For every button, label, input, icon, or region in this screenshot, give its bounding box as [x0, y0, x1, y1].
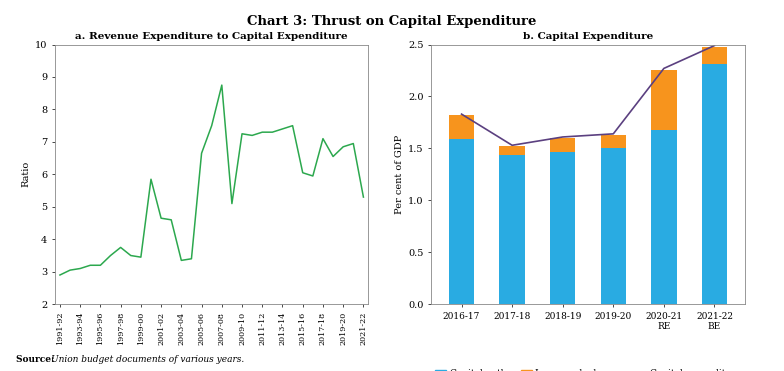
Line: Capital expenditure: Capital expenditure: [462, 46, 714, 145]
Text: Union budget documents of various years.: Union budget documents of various years.: [51, 355, 244, 364]
Title: b. Capital Expenditure: b. Capital Expenditure: [523, 32, 653, 41]
Title: a. Revenue Expenditure to Capital Expenditure: a. Revenue Expenditure to Capital Expend…: [75, 32, 348, 41]
Capital expenditure: [659, 66, 669, 70]
Bar: [499, 155, 524, 304]
Bar: [449, 139, 474, 304]
Bar: [702, 47, 727, 64]
Capital expenditure: [608, 132, 618, 136]
Bar: [652, 130, 677, 304]
Capital expenditure: [507, 143, 517, 148]
Capital expenditure: [457, 112, 466, 116]
Bar: [702, 64, 727, 304]
Y-axis label: Per cent of GDP: Per cent of GDP: [395, 135, 404, 214]
Bar: [601, 135, 626, 148]
Bar: [550, 151, 575, 304]
Capital expenditure: [558, 135, 568, 139]
Y-axis label: Ratio: Ratio: [22, 161, 31, 187]
Bar: [550, 138, 575, 151]
Capital expenditure: [710, 43, 719, 48]
Bar: [449, 115, 474, 139]
Text: Chart 3: Thrust on Capital Expenditure: Chart 3: Thrust on Capital Expenditure: [247, 15, 537, 28]
Legend: Capital outlay, Loans and advances, Capital expenditure: Capital outlay, Loans and advances, Capi…: [431, 366, 745, 371]
Bar: [499, 146, 524, 155]
Bar: [652, 70, 677, 130]
Text: Source:: Source:: [16, 355, 57, 364]
Bar: [601, 148, 626, 304]
